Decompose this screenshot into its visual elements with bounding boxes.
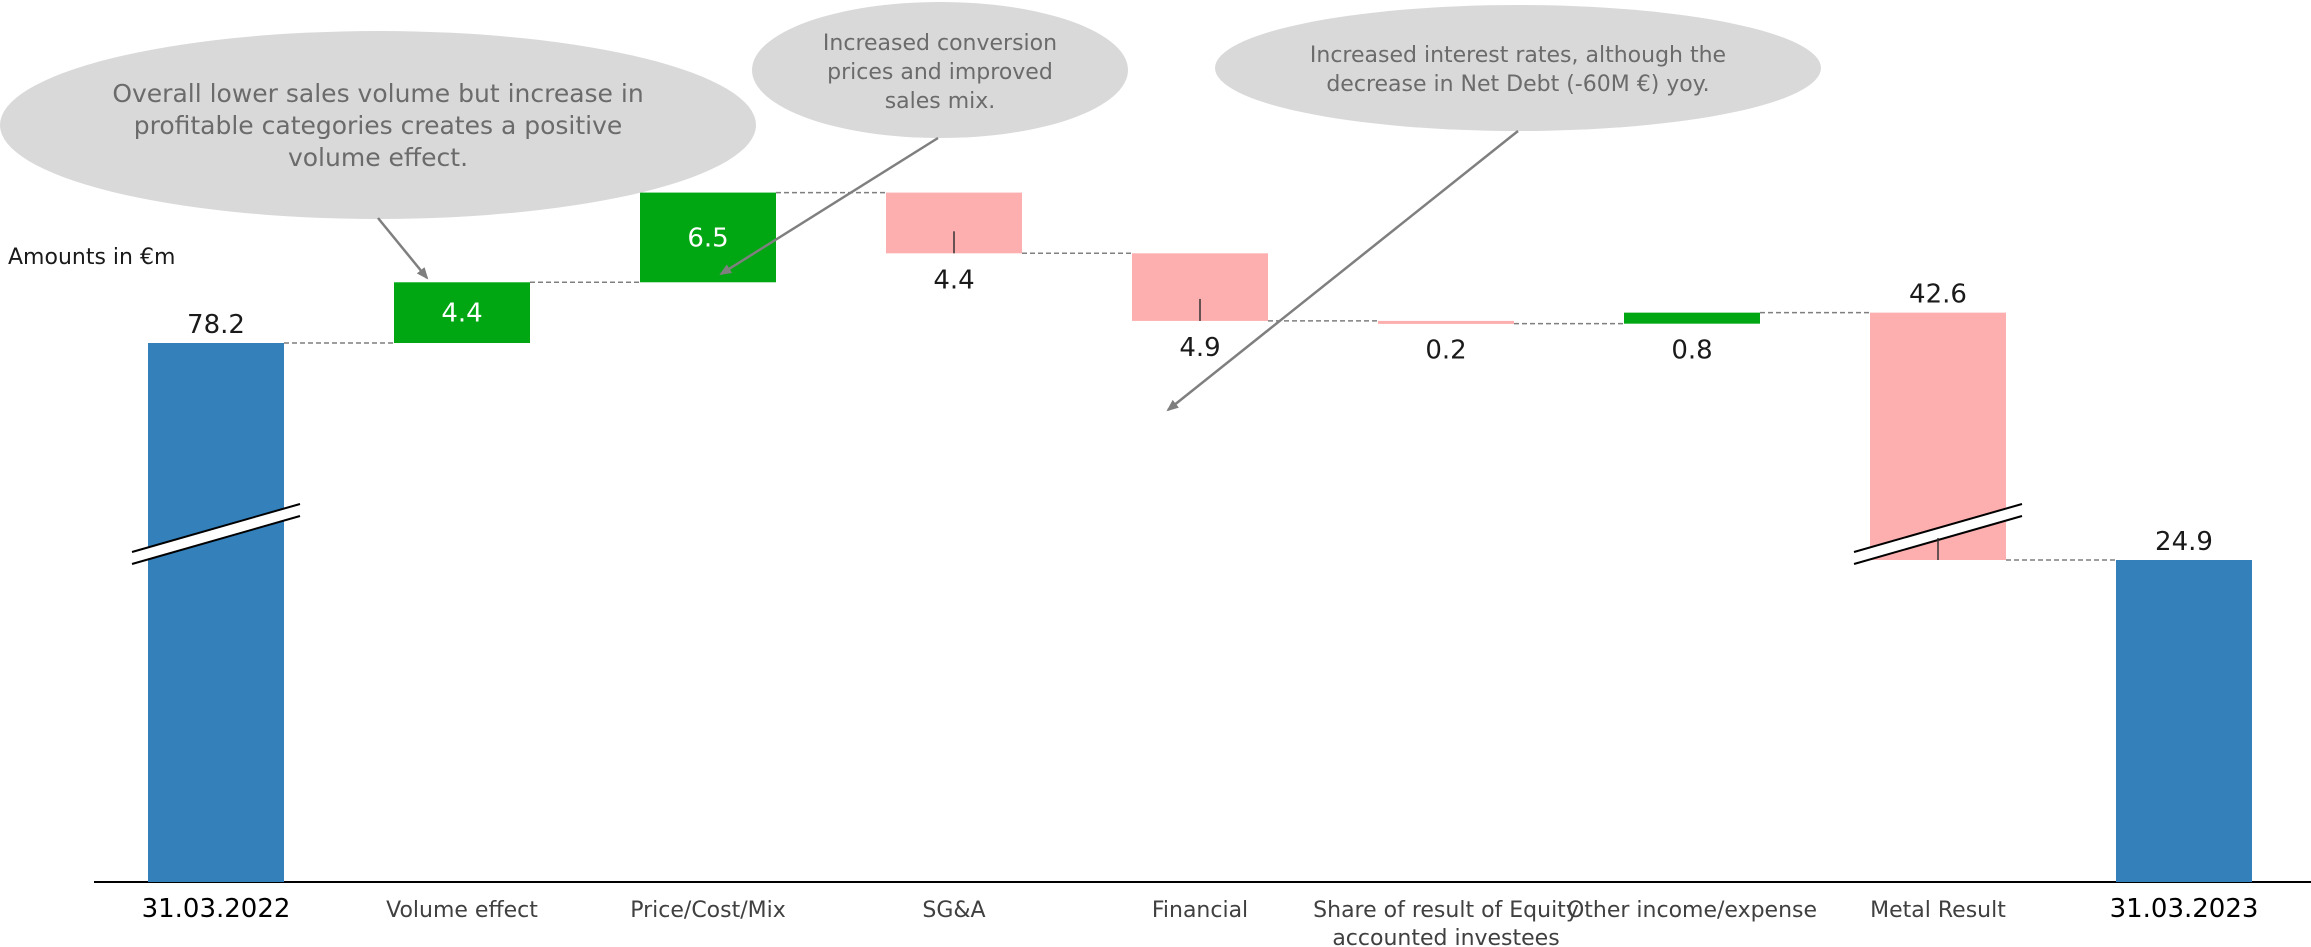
callout-text: Increased conversion prices and improved s… bbox=[823, 31, 1057, 114]
value-label-volume-effect: 4.4 bbox=[441, 299, 482, 329]
callout-arrow bbox=[719, 136, 939, 276]
bar-volume-effect bbox=[394, 282, 530, 343]
bar-share-of-result-of-equity-accounted-investees bbox=[1378, 320, 1514, 324]
value-label-31-03-2023: 24.9 bbox=[2155, 527, 2213, 557]
value-label-price-cost-mix: 6.5 bbox=[687, 223, 728, 253]
category-label-sg-a: SG&A bbox=[922, 898, 985, 923]
category-label-31-03-2023: 31.03.2023 bbox=[2110, 894, 2259, 924]
callout-arrow bbox=[377, 217, 429, 280]
unit-label: Amounts in €m bbox=[8, 245, 175, 270]
callout-arrow bbox=[1166, 130, 1519, 412]
axis-break-mark bbox=[131, 503, 301, 565]
callout-text: Increased interest rates, although the de… bbox=[1310, 43, 1726, 97]
category-label-31-03-2022: 31.03.2022 bbox=[142, 894, 291, 924]
callout-price-cost-mix: Increased conversion prices and improved s… bbox=[719, 2, 1128, 276]
category-label-other-income-expense: Other income/expense bbox=[1567, 898, 1817, 923]
callout-bubble bbox=[752, 2, 1128, 138]
category-label-price-cost-mix: Price/Cost/Mix bbox=[630, 898, 786, 923]
callout-volume-effect: Overall lower sales volume but increase … bbox=[0, 31, 756, 280]
bar-price-cost-mix bbox=[640, 192, 776, 283]
value-label-other-income-expense: 0.8 bbox=[1671, 336, 1712, 366]
callout-text: Overall lower sales volume but increase … bbox=[112, 79, 643, 172]
callout-bubble bbox=[1215, 5, 1821, 131]
category-label-financial: Financial bbox=[1152, 898, 1248, 923]
bar-31-03-2022 bbox=[148, 343, 284, 882]
category-label-share-of-result-of-equity-accounted-investees: Share of result of Equity accounted inves… bbox=[1313, 898, 1579, 947]
callout-financial: Increased interest rates, although the de… bbox=[1166, 5, 1821, 412]
callout-bubble bbox=[0, 31, 756, 219]
category-label-metal-result: Metal Result bbox=[1870, 898, 2006, 923]
value-label-share-of-result-of-equity-accounted-investees: 0.2 bbox=[1425, 336, 1466, 366]
value-label-metal-result: 42.6 bbox=[1909, 280, 1967, 310]
bar-other-income-expense bbox=[1624, 312, 1760, 324]
value-label-financial: 4.9 bbox=[1179, 333, 1220, 363]
category-label-volume-effect: Volume effect bbox=[386, 898, 538, 923]
value-label-sg-a: 4.4 bbox=[933, 265, 974, 295]
value-label-31-03-2022: 78.2 bbox=[187, 310, 245, 340]
bar-31-03-2023 bbox=[2116, 560, 2252, 882]
